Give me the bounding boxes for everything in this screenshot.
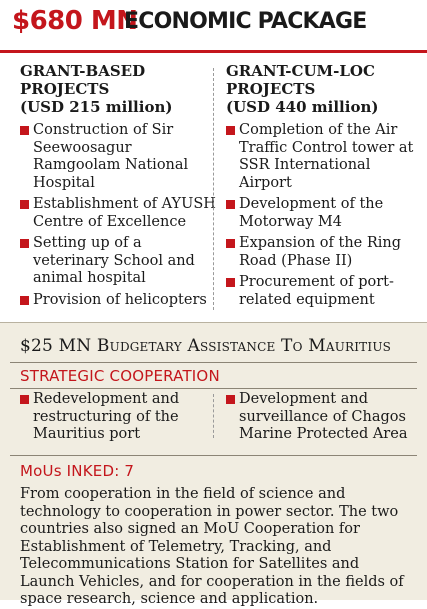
strategic-item-right: Development and surveillance of Chagos M…: [226, 391, 416, 448]
section-divider: [10, 388, 417, 389]
bullet-square-icon: [20, 295, 29, 305]
bullet-square-icon: [226, 126, 235, 135]
grant-based-amount: (USD 215 million): [20, 98, 173, 116]
list-item: Establishment of AYUSH Centre of Excelle…: [20, 196, 220, 231]
list-item: Completion of the Air Traffic Control to…: [226, 122, 426, 192]
list-item: Redevelopment and restructuring of the M…: [20, 391, 210, 444]
bullet-square-icon: [20, 200, 29, 209]
mous-inked-title: MoUs INKED: 7: [20, 462, 135, 480]
strategic-item-left: Redevelopment and restructuring of the M…: [20, 391, 210, 448]
section-divider: [10, 455, 417, 456]
mous-description: From cooperation in the field of science…: [20, 486, 404, 607]
section-divider: [10, 362, 417, 363]
budgetary-assistance: $25 MN Budgetary Assistance To Mauritius: [20, 336, 392, 356]
strategic-cooperation-title: STRATEGIC COOPERATION: [20, 367, 220, 385]
list-item: Expansion of the Ring Road (Phase II): [226, 235, 426, 270]
list-item: Development and surveillance of Chagos M…: [226, 391, 416, 444]
infographic-header: $680 MN ECONOMIC PACKAGE: [0, 0, 427, 52]
grant-cum-loc-amount: (USD 440 million): [226, 98, 379, 116]
package-amount: $680 MN: [12, 6, 138, 36]
bullet-square-icon: [226, 395, 235, 404]
list-item: Development of the Motorway M4: [226, 196, 426, 231]
grant-cum-loc-title: GRANT-CUM-LOC PROJECTS: [226, 62, 375, 98]
bullet-square-icon: [226, 200, 235, 209]
lower-panel: [0, 322, 427, 600]
column-divider: [213, 394, 214, 438]
bullet-square-icon: [20, 239, 29, 248]
list-item: Construction of Sir Seewoosagur Ramgoola…: [20, 122, 220, 192]
list-item: Setting up of a veterinary School and an…: [20, 235, 220, 288]
list-item: Procurement of port-related equipment: [226, 274, 426, 309]
bullet-square-icon: [20, 395, 29, 404]
column-divider: [213, 68, 214, 310]
bullet-square-icon: [226, 239, 235, 248]
package-title: ECONOMIC PACKAGE: [124, 9, 367, 34]
list-item: Provision of helicopters: [20, 292, 220, 310]
bullet-square-icon: [20, 126, 29, 135]
header-rule: [0, 50, 427, 53]
bullet-square-icon: [226, 278, 235, 287]
grant-based-title: GRANT-BASED PROJECTS: [20, 62, 146, 98]
grant-based-column: GRANT-BASED PROJECTS (USD 215 million) C…: [20, 62, 220, 313]
grant-cum-loc-column: GRANT-CUM-LOC PROJECTS (USD 440 million)…: [226, 62, 426, 313]
panel-rule: [0, 322, 427, 323]
